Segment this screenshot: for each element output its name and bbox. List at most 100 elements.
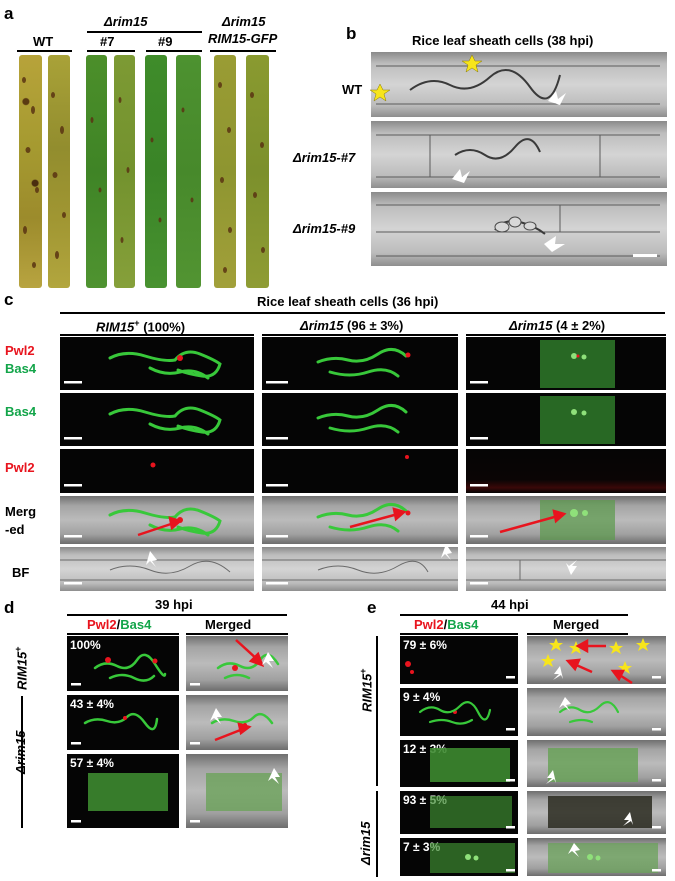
panel-c-col1-underline <box>60 334 254 336</box>
panel-e-img-r3-c2 <box>527 740 666 787</box>
panel-e-pct-1: 79 ± 6% <box>403 638 447 652</box>
panel-d-pct-2: 43 ± 4% <box>70 697 114 711</box>
panel-e-img-r1-c2 <box>527 636 666 684</box>
panel-a-wt-underline <box>17 50 72 52</box>
panel-c-img-r1-c2 <box>262 337 458 390</box>
panel-d-col1-pwl2: Pwl2 <box>87 617 117 632</box>
panel-b-image-rim15-7 <box>371 121 667 188</box>
panel-b-label: b <box>346 24 357 43</box>
panel-c-col2-underline <box>262 334 458 336</box>
panel-b-image-wt <box>371 52 667 117</box>
panel-e-time: 44 hpi <box>491 597 529 612</box>
panel-c-row-merged-a: Merg <box>5 504 37 519</box>
panel-e-pct-3: 12 ± 3% <box>403 742 447 756</box>
panel-a-strain7: #7 <box>100 34 115 49</box>
panel-e-col1-header: Pwl2/Bas4 <box>414 617 478 632</box>
panel-e-pct-5: 7 ± 3% <box>403 840 441 854</box>
panel-e-strain-top-sup: + <box>358 668 368 674</box>
panel-e-col1-bas4: Bas4 <box>447 617 479 632</box>
panel-d-time-underline <box>67 614 287 616</box>
panel-d-img-r1-c2 <box>186 636 288 691</box>
panel-a-rim15-underline <box>87 31 202 33</box>
panel-c-col2-header: Δrim15 (96 ± 3%) <box>300 318 403 333</box>
panel-c-row-merged-b: -ed <box>5 522 25 537</box>
panel-d-col2-underline <box>186 633 288 635</box>
panel-d-pct-3: 57 ± 4% <box>70 756 114 770</box>
panel-c-img-r2-c1 <box>60 393 254 446</box>
leaf-complement-2 <box>246 55 269 288</box>
panel-e-img-r5-c2 <box>527 838 666 876</box>
panel-c-title: Rice leaf sheath cells (36 hpi) <box>257 294 439 309</box>
leaf-rim15-9-1 <box>145 55 167 288</box>
panel-c-row-pwl2bas4: Pwl2 Bas4 <box>5 343 36 376</box>
panel-c-img-r2-c3 <box>466 393 666 446</box>
panel-a-rim15-header: Δrim15 <box>104 14 148 29</box>
panel-c-img-r3-c3 <box>466 449 666 493</box>
leaf-complement-1 <box>214 55 236 288</box>
panel-a-strain7-underline <box>87 50 135 52</box>
panel-e-img-r2-c2 <box>527 688 666 736</box>
panel-c-col3-name: Δrim15 <box>509 318 553 333</box>
panel-e-col2-underline <box>527 633 628 635</box>
leaf-wt-1 <box>19 55 42 288</box>
panel-c-img-r5-c1 <box>60 547 254 591</box>
panel-a-complement-sub: RIM15-GFP <box>208 31 278 46</box>
panel-c-img-r4-c2 <box>262 496 458 544</box>
panel-d-col2-header: Merged <box>205 617 252 632</box>
panel-d-col1-bas4: Bas4 <box>120 617 152 632</box>
panel-e-pct-2: 9 ± 4% <box>403 690 441 704</box>
panel-a-label: a <box>4 4 14 23</box>
panel-a-complement-underline <box>210 50 276 52</box>
leaf-rim15-7-2 <box>114 55 135 288</box>
panel-c-col1-pct: (100%) <box>143 319 186 335</box>
panel-e-col1-underline <box>400 633 518 635</box>
panel-d-img-r3-c2 <box>186 754 288 828</box>
panel-d-strain-top-name: RIM15 <box>14 651 30 690</box>
panel-a-wt-header: WT <box>33 34 54 49</box>
panel-c-col2-pct: (96 ± 3%) <box>347 318 404 333</box>
panel-c-row1-pwl2: Pwl2 <box>5 343 35 358</box>
panel-b-row-rim15-9: Δrim15-#9 <box>293 221 356 236</box>
panel-a-strain9: #9 <box>158 34 173 49</box>
panel-d-pct-1: 100% <box>70 638 101 652</box>
panel-d-time: 39 hpi <box>155 597 193 612</box>
panel-c-title-underline <box>60 312 665 314</box>
panel-c-row-bas4: Bas4 <box>5 404 37 419</box>
panel-c-col2-name: Δrim15 <box>300 318 344 333</box>
panel-e-pct-4: 93 ± 5% <box>403 793 447 807</box>
panel-c-col3-pct: (4 ± 2%) <box>556 318 606 333</box>
panel-d-strain-top-sup: + <box>13 646 23 652</box>
panel-e-strain-top-name: RIM15 <box>359 673 375 712</box>
panel-c-col3-header: Δrim15 (4 ± 2%) <box>509 318 605 333</box>
panel-e-col1-sep: / <box>443 617 448 632</box>
panel-c-col3-underline <box>466 334 666 336</box>
panel-c-img-r1-c3 <box>466 337 666 390</box>
panel-b-image-rim15-9 <box>371 192 667 266</box>
panel-c-img-r3-c1 <box>60 449 254 493</box>
panel-b-title: Rice leaf sheath cells (38 hpi) <box>412 33 594 48</box>
panel-d-strain-top: RIM15+ <box>13 646 29 690</box>
panel-d-col1-underline <box>67 633 179 635</box>
panel-d-img-r2-c2 <box>186 695 288 750</box>
panel-c-img-r3-c2 <box>262 449 458 493</box>
panel-c-img-r1-c1 <box>60 337 254 390</box>
panel-a-complement-header: Δrim15 <box>222 14 266 29</box>
panel-c-img-r4-c1 <box>60 496 254 544</box>
panel-c-img-r5-c2 <box>262 547 458 591</box>
panel-c-col1-name: RIM15 <box>96 319 135 335</box>
leaf-rim15-7-1 <box>86 55 107 288</box>
panel-c-row-pwl2: Pwl2 <box>5 460 35 475</box>
panel-e-strain-top-line <box>376 636 378 786</box>
panel-e-strain-bottom-line <box>376 791 378 877</box>
panel-e-label: e <box>367 598 377 617</box>
panel-e-col2-header: Merged <box>553 617 600 632</box>
panel-c-img-r2-c2 <box>262 393 458 446</box>
panel-c-row1-bas4: Bas4 <box>5 361 37 376</box>
panel-e-img-r4-c2 <box>527 791 666 834</box>
panel-a-strain9-underline <box>146 50 202 52</box>
panel-c-col1-sup: + <box>134 318 140 328</box>
panel-c-row-bf: BF <box>12 565 30 580</box>
panel-c-col1-header: RIM15+ (100%) <box>96 318 185 334</box>
panel-c-row-merged: Merg -ed <box>5 504 36 537</box>
panel-e-strain-bottom: Δrim15 <box>358 821 373 865</box>
